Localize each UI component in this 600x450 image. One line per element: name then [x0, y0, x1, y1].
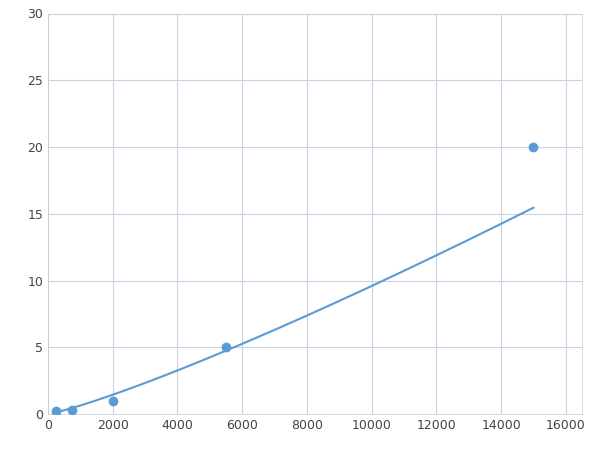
Point — [67, 406, 77, 414]
Point — [529, 144, 538, 151]
Point — [108, 397, 118, 404]
Point — [221, 344, 231, 351]
Point — [51, 408, 61, 415]
